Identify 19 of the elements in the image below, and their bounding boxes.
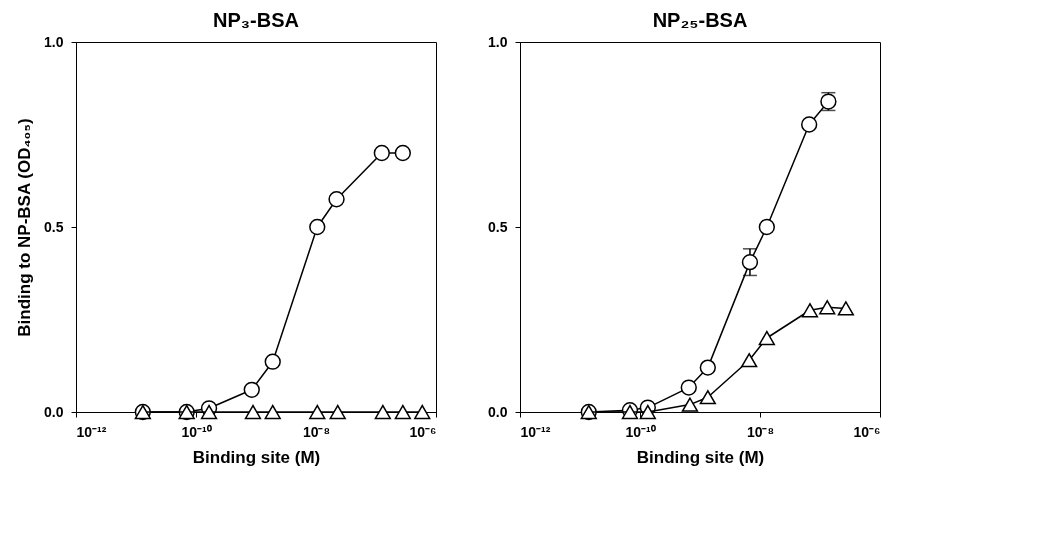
x-tick-label: 10⁻¹⁰	[181, 423, 212, 440]
x-tick-label: 10⁻⁶	[409, 423, 437, 440]
y-tick-label: 1.0	[44, 33, 64, 50]
y-axis-title: Binding to NP-BSA (OD₄₀₅)	[15, 118, 35, 337]
chart-title: NP₃-BSA	[213, 9, 299, 31]
x-tick-label: 10⁻⁶	[853, 423, 881, 440]
y-tick-label: 0.0	[488, 403, 508, 420]
chart-title: NP₂₅-BSA	[652, 9, 748, 31]
x-tick-label: 10⁻⁸	[746, 423, 775, 440]
x-tick-label: 10⁻¹⁰	[625, 423, 656, 440]
x-axis-title: Binding site (M)	[636, 447, 765, 467]
y-tick-label: 1.0	[488, 33, 508, 50]
x-tick-label: 10⁻¹²	[76, 423, 107, 440]
x-axis-title: Binding site (M)	[192, 447, 321, 467]
x-tick-label: 10⁻⁸	[302, 423, 331, 440]
y-tick-label: 0.5	[488, 218, 508, 235]
y-tick-label: 0.0	[44, 403, 64, 420]
x-tick-label: 10⁻¹²	[520, 423, 551, 440]
y-tick-label: 0.5	[44, 218, 64, 235]
